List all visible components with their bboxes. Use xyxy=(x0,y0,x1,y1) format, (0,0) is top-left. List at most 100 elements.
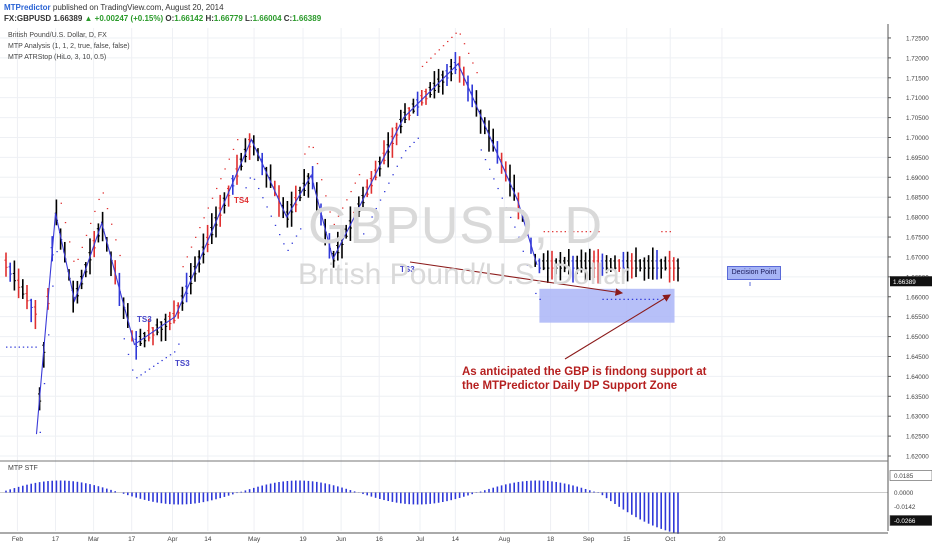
atr-dot xyxy=(325,195,327,197)
atr-dot xyxy=(291,242,293,244)
zigzag-line-layer xyxy=(35,62,538,435)
atr-dot xyxy=(321,179,323,181)
atr-dot xyxy=(31,346,33,348)
atr-dot xyxy=(333,223,335,226)
price-tick-label: 1.68500 xyxy=(906,195,929,202)
atr-dot xyxy=(350,190,352,193)
atr-dot xyxy=(27,346,29,348)
atr-dot xyxy=(426,61,428,63)
atr-dot xyxy=(489,168,491,170)
atr-dot xyxy=(119,254,121,257)
atr-dot xyxy=(56,251,58,253)
legend-study-atrstop[interactable]: MTP ATRStop (HiLo, 3, 10, 0.5) xyxy=(8,54,107,61)
atr-dot xyxy=(64,221,67,224)
atr-dot xyxy=(552,231,554,233)
atr-dot xyxy=(577,231,579,233)
atr-dot xyxy=(127,353,130,356)
atr-dot xyxy=(543,231,545,233)
brand-link[interactable]: MTPredictor xyxy=(4,3,51,12)
atr-dot xyxy=(539,298,541,300)
atr-dot xyxy=(18,346,20,348)
atr-dot xyxy=(606,298,608,300)
ohlc-h-label: H: xyxy=(205,14,214,23)
decision-point-label[interactable]: Decision Point xyxy=(727,266,781,280)
atr-dot xyxy=(295,235,298,237)
time-tick-label: 16 xyxy=(376,536,384,543)
price-tick-label: 1.64500 xyxy=(906,354,929,361)
time-tick-label: Jun xyxy=(336,536,347,543)
atr-dot xyxy=(308,146,310,148)
atr-dot xyxy=(455,32,457,34)
atr-dot xyxy=(174,351,176,353)
atr-dot xyxy=(157,362,159,365)
price-tick-label: 1.67500 xyxy=(906,235,929,242)
current-price-label: 1.66389 xyxy=(893,279,916,286)
ohlc-close: 1.66389 xyxy=(292,14,322,23)
price-tick-label: 1.62500 xyxy=(906,434,929,441)
atr-dot xyxy=(140,374,142,376)
atr-dot xyxy=(434,53,436,55)
atr-dot xyxy=(384,191,386,193)
atr-dot xyxy=(232,148,235,151)
atr-dot xyxy=(258,187,260,190)
atr-dot xyxy=(501,197,503,199)
atr-dot xyxy=(615,298,617,300)
legend-title[interactable]: British Pound/U.S. Dollar, D, FX xyxy=(8,32,107,39)
symbol-name[interactable]: FX:GBPUSD xyxy=(4,14,52,23)
time-tick-label: Feb xyxy=(12,536,24,543)
atr-dot xyxy=(526,264,529,266)
legend-study-analysis[interactable]: MTP Analysis (1, 1, 2, true, false, fals… xyxy=(8,43,130,50)
atr-dot xyxy=(52,285,54,287)
atr-dot xyxy=(182,266,184,268)
atr-dot xyxy=(228,158,230,160)
published-text: published on TradingView.com, August 20,… xyxy=(50,3,224,12)
atr-dot xyxy=(627,298,629,300)
time-tick-label: 17 xyxy=(52,536,60,543)
price-change: ▲ +0.00247 (+0.15%) xyxy=(84,14,164,23)
ohlc-low: 1.66004 xyxy=(252,14,282,23)
atr-dot xyxy=(132,369,134,371)
atr-dot xyxy=(106,208,109,210)
atr-dot xyxy=(14,346,16,348)
annotation-arrow-left xyxy=(409,261,624,296)
atr-dot xyxy=(413,141,415,144)
ohlc-o-label: O: xyxy=(165,14,175,23)
price-tick-label: 1.67000 xyxy=(906,254,929,261)
legend-lower-stf[interactable]: MTP STF xyxy=(8,465,38,472)
atr-dot xyxy=(594,231,596,233)
atr-dot xyxy=(652,298,655,300)
atr-dot xyxy=(39,431,41,433)
atr-dot xyxy=(220,178,222,180)
atr-dot xyxy=(35,346,37,348)
atr-dot xyxy=(581,231,583,233)
atr-dot xyxy=(224,168,226,170)
stf-axis-label: -0.0266 xyxy=(894,518,916,525)
atr-dot xyxy=(379,199,382,201)
annotation-line-2: the MTPredictor Daily DP Support Zone xyxy=(462,380,678,392)
atr-dot xyxy=(640,298,642,300)
atr-dot xyxy=(396,165,398,167)
atr-dot xyxy=(60,202,62,204)
atr-dot xyxy=(619,298,621,300)
atr-dot xyxy=(421,65,424,68)
atr-dot xyxy=(43,383,46,385)
ts-label: TS3 xyxy=(175,359,190,368)
atr-dot xyxy=(161,359,163,362)
atr-dot xyxy=(316,162,319,165)
atr-dot xyxy=(73,260,75,262)
price-tick-label: 1.68000 xyxy=(906,215,929,222)
atr-dot xyxy=(169,354,172,356)
atr-dot xyxy=(514,226,516,228)
time-tick-label: 20 xyxy=(718,536,726,543)
atr-dot xyxy=(90,222,92,225)
time-tick-label: Oct xyxy=(665,536,675,543)
atr-dot xyxy=(199,226,201,229)
atr-dot xyxy=(644,298,646,300)
stf-value-tag xyxy=(889,470,932,481)
atr-dot xyxy=(610,298,613,300)
atr-dot xyxy=(568,231,571,233)
watermark-name: British Pound/U.S. Dollar xyxy=(298,258,630,291)
atr-dot xyxy=(270,215,272,217)
atr-dot xyxy=(405,150,407,152)
